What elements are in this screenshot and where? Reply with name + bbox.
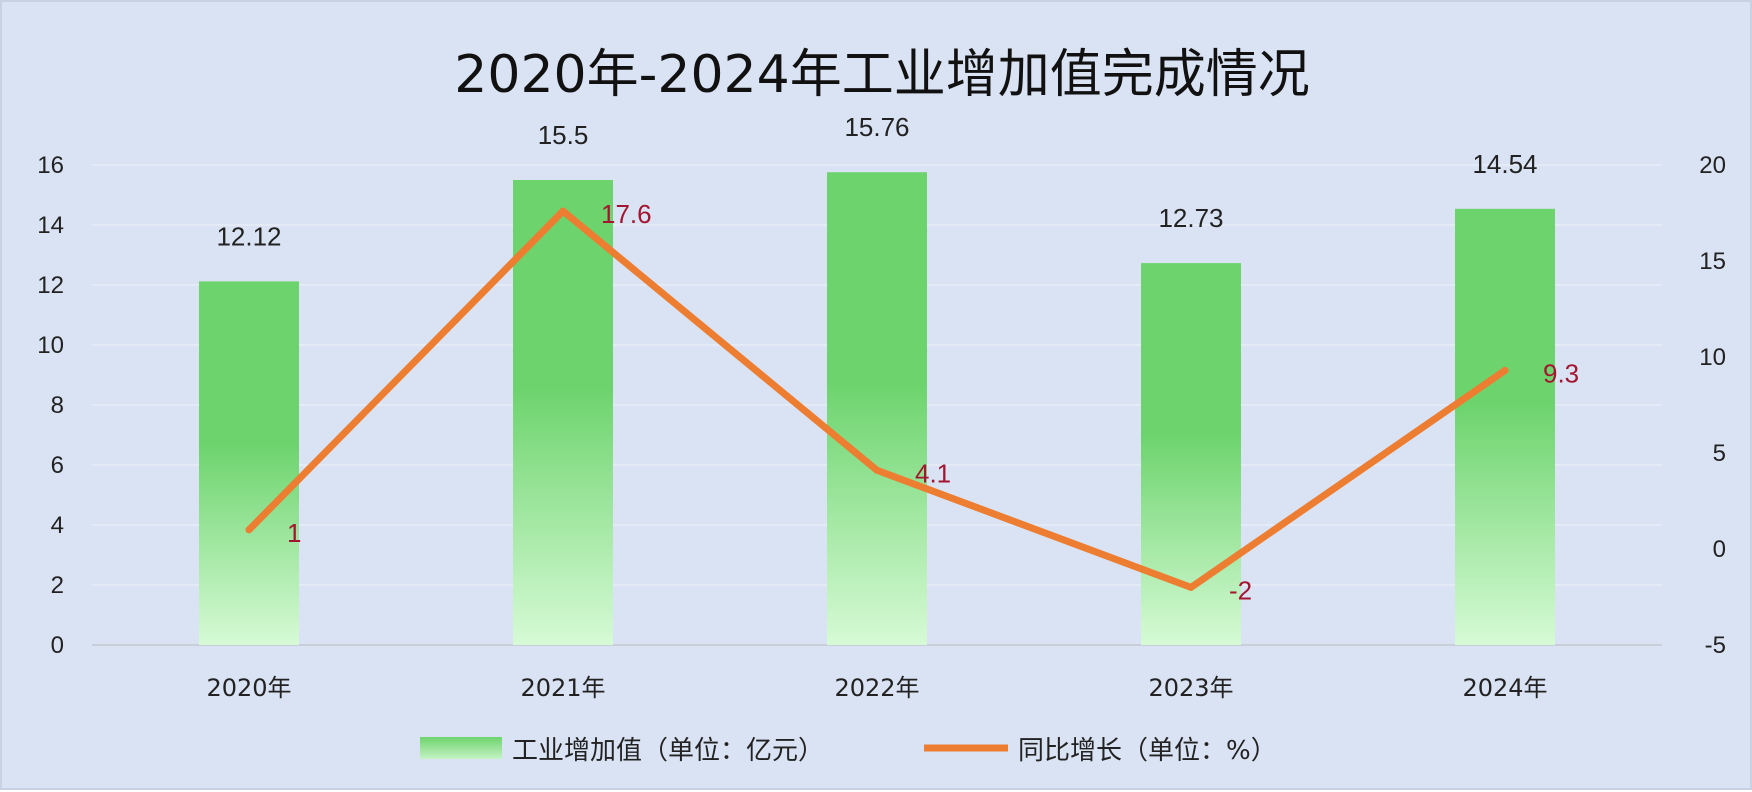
- bar-value-label: 12.73: [1158, 203, 1223, 233]
- line-point: [873, 466, 881, 474]
- x-tick-label: 2023年: [1148, 674, 1233, 702]
- axes: 0 2 4 6 8 10 12 14 16 -5 0 5 10 15 20 2020年 2021年 2022年 20…: [37, 152, 1726, 702]
- line-value-label: 4.1: [915, 458, 951, 488]
- x-tick-label: 2022年: [834, 674, 919, 702]
- bar-value-label: 12.12: [216, 221, 281, 251]
- legend-swatch-bar: [420, 737, 502, 759]
- line-value-label: 1: [287, 518, 301, 548]
- y-left-tick-label: 8: [51, 392, 64, 419]
- y-right-tick-label: -5: [1705, 632, 1726, 659]
- line-point: [1501, 366, 1509, 374]
- y-left-tick-label: 10: [37, 332, 64, 359]
- bar: [1455, 208, 1555, 646]
- y-right-tick-label: 20: [1699, 152, 1726, 179]
- line-value-label: -2: [1229, 575, 1252, 605]
- line-series: [245, 207, 1509, 591]
- bar: [1141, 263, 1241, 645]
- y-right-tick-label: 10: [1699, 344, 1726, 371]
- bar-value-label: 15.5: [538, 120, 589, 150]
- y-right-tick-label: 15: [1699, 248, 1726, 275]
- y-right-tick-label: 0: [1713, 536, 1726, 563]
- data-labels: 12.12 15.5 15.76 12.73 14.54 1 17.6 4.1 -2 9.3: [216, 112, 1579, 605]
- y-left-tick-label: 14: [37, 212, 64, 239]
- y-left-tick-label: 16: [37, 152, 64, 179]
- line-point: [559, 207, 567, 215]
- y-left-tick-label: 12: [37, 272, 64, 299]
- line-point: [245, 526, 253, 534]
- legend-label-bar: 工业增加值（单位：亿元）: [512, 736, 824, 766]
- line-value-label: 17.6: [601, 199, 652, 229]
- bar: [827, 172, 927, 645]
- legend: 工业增加值（单位：亿元） 同比增长（单位：%）: [420, 736, 1277, 766]
- y-left-tick-label: 6: [51, 452, 64, 479]
- chart-title: 2020年-2024年工业增加值完成情况: [454, 45, 1309, 105]
- x-tick-label: 2021年: [520, 674, 605, 702]
- bar-series: [199, 172, 1555, 646]
- legend-label-line: 同比增长（单位：%）: [1018, 736, 1277, 766]
- y-right-tick-label: 5: [1713, 440, 1726, 467]
- x-tick-label: 2020年: [206, 674, 291, 702]
- y-left-tick-label: 2: [51, 572, 64, 599]
- bar: [199, 281, 299, 645]
- bar-value-label: 15.76: [844, 112, 909, 142]
- bar-value-label: 14.54: [1472, 149, 1537, 179]
- line-value-label: 9.3: [1543, 358, 1579, 388]
- x-tick-label: 2024年: [1462, 674, 1547, 702]
- y-left-tick-label: 0: [51, 632, 64, 659]
- y-left-tick-label: 4: [51, 512, 64, 539]
- bar: [513, 180, 613, 645]
- line-point: [1187, 583, 1195, 591]
